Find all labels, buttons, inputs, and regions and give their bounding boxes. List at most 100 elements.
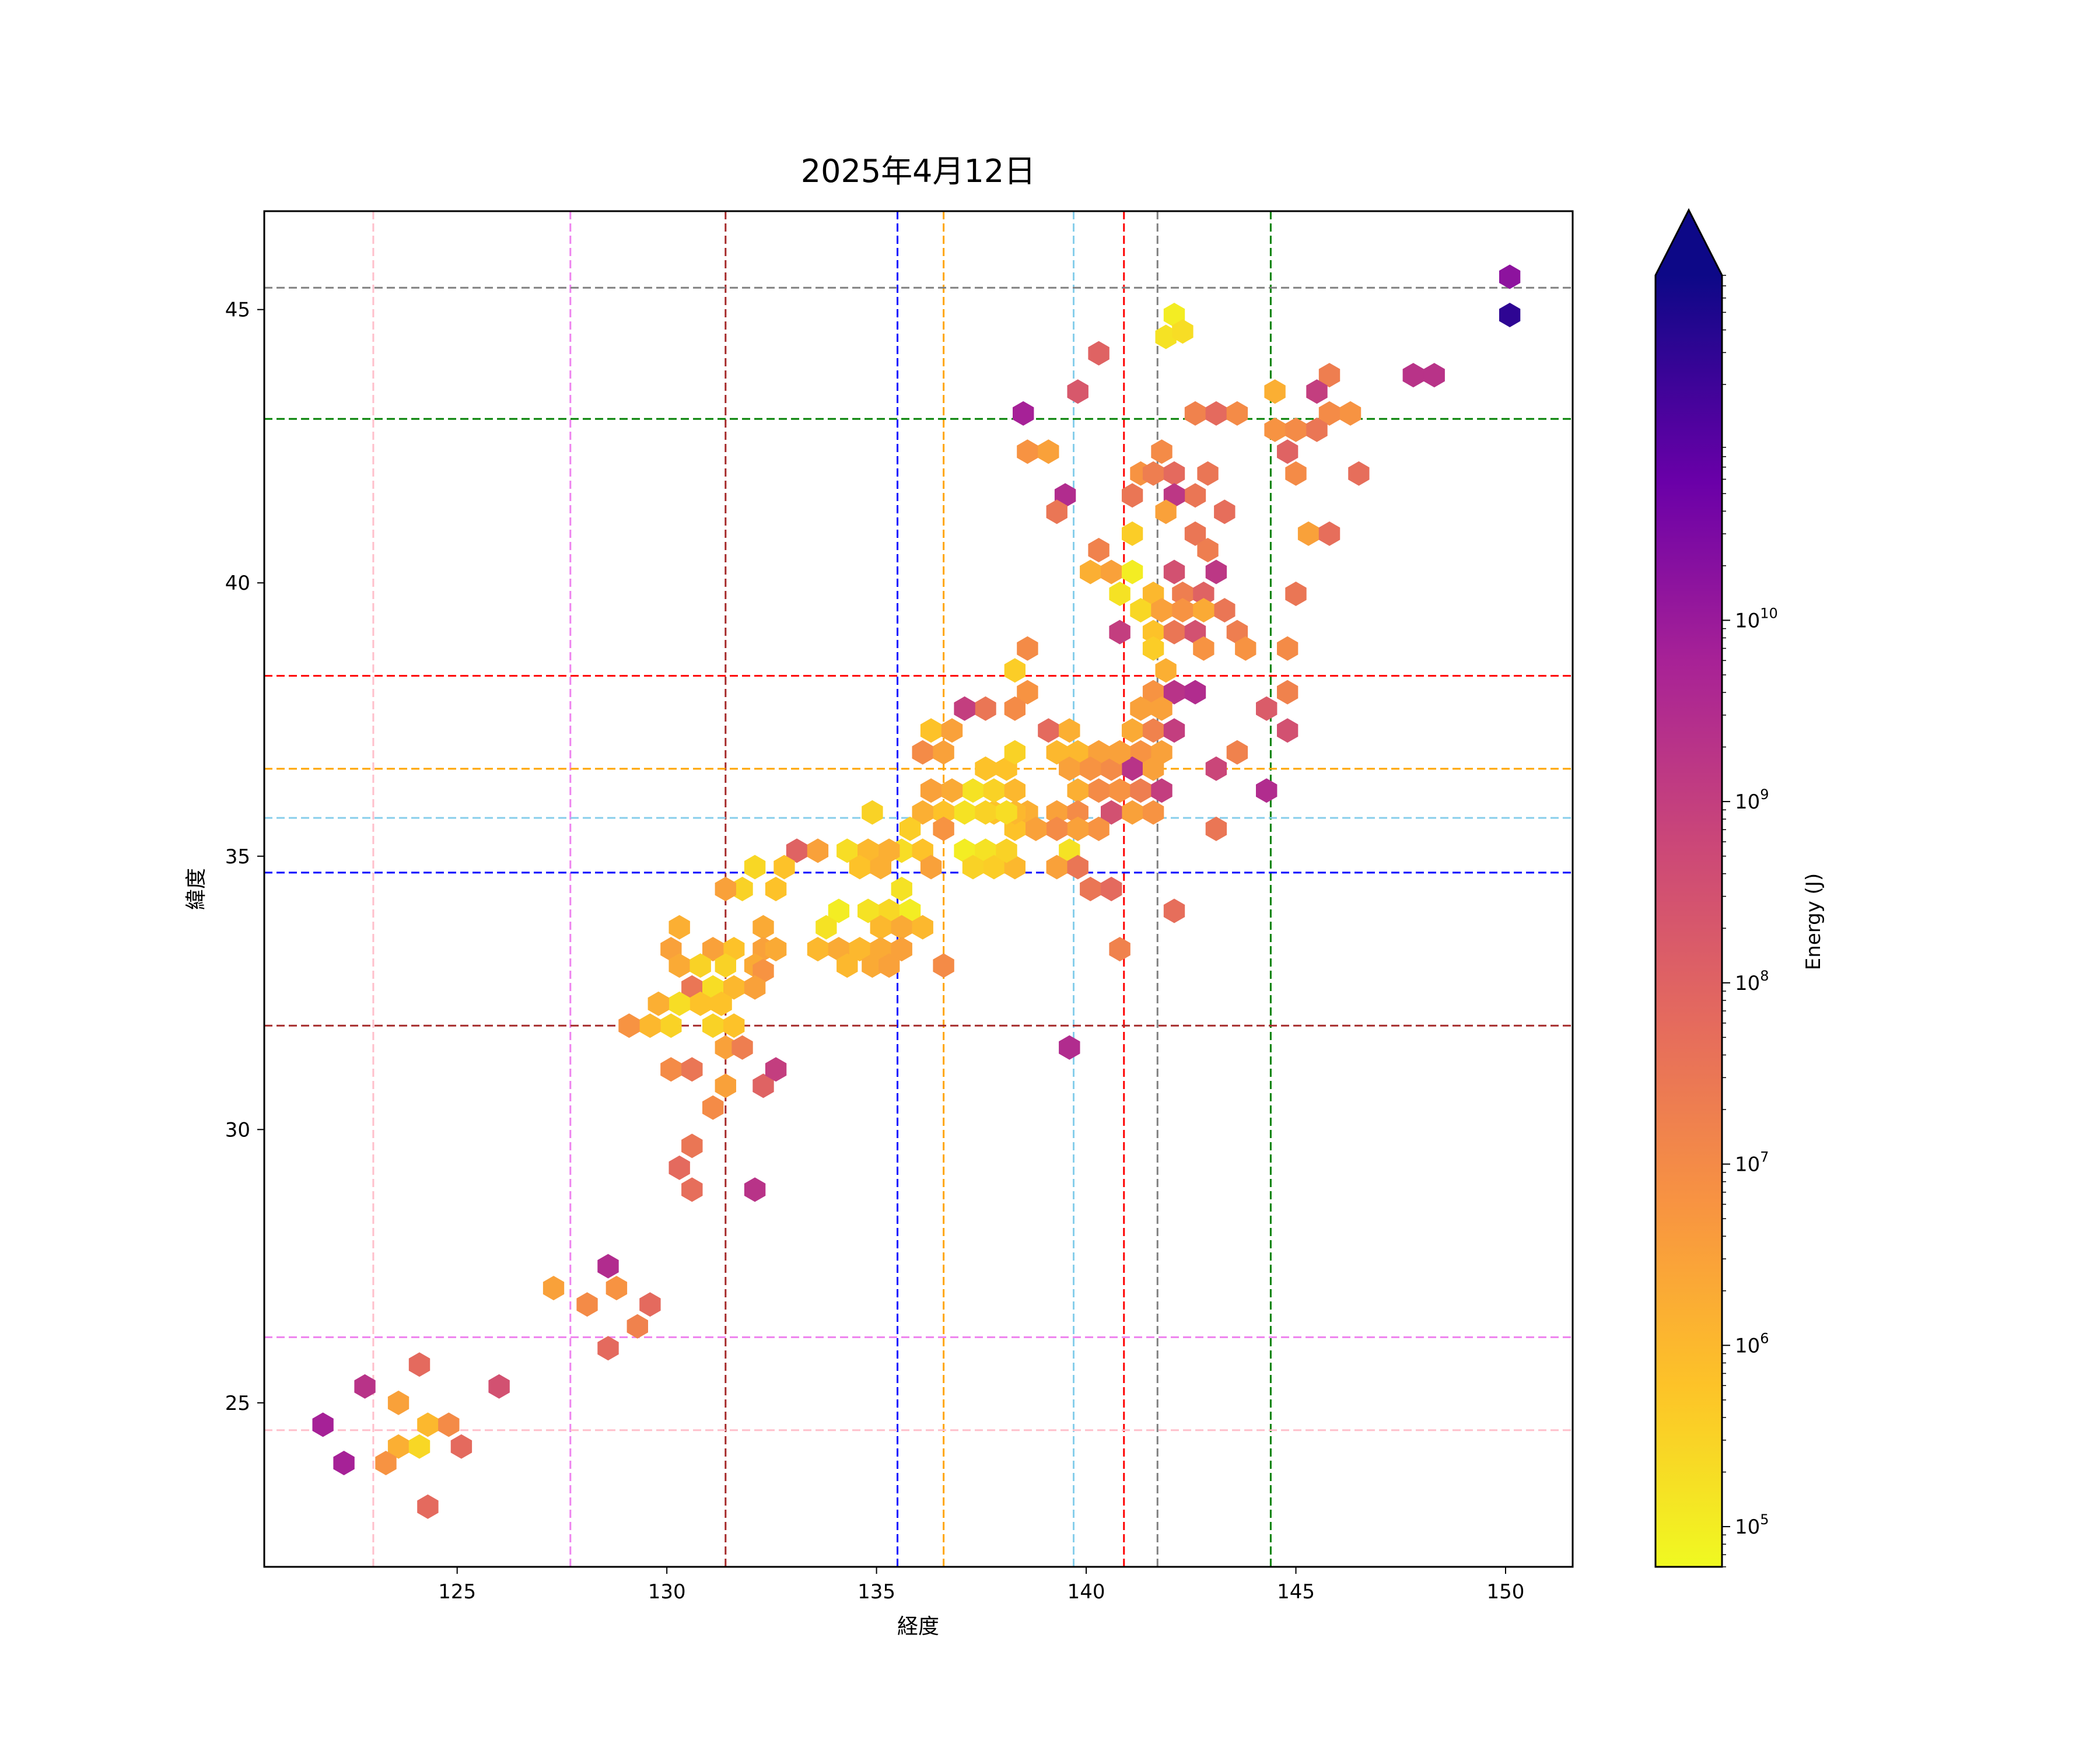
hexbin-cell bbox=[1264, 417, 1286, 442]
hexbin-cell bbox=[1172, 319, 1194, 344]
hexbin-cell bbox=[752, 1073, 774, 1098]
colorbar: 105 106 107 108 109 1010 Energy (J) bbox=[1654, 208, 1825, 1568]
hexbin-cell bbox=[1214, 598, 1236, 623]
hexbin-cell bbox=[732, 1035, 753, 1060]
hexbin-cell bbox=[710, 991, 732, 1016]
hexbin-cell bbox=[954, 800, 975, 825]
x-tick-label: 130 bbox=[648, 1580, 686, 1604]
hexbin-cell bbox=[1163, 718, 1185, 743]
hexbin-cell bbox=[1080, 877, 1101, 901]
hexbin-cell bbox=[983, 855, 1005, 880]
hexbin-cell bbox=[1088, 816, 1110, 841]
colorbar-tick-label: 105 bbox=[1735, 1511, 1769, 1539]
colorbar-tick-label: 106 bbox=[1735, 1330, 1769, 1357]
hexbin-cell bbox=[912, 800, 933, 825]
hexbin-cell bbox=[996, 800, 1017, 825]
hexbin-cell bbox=[408, 1434, 430, 1459]
hexbin-cell bbox=[1264, 379, 1286, 404]
hexbin-cell bbox=[816, 915, 837, 940]
hexbin-cell bbox=[1184, 680, 1206, 705]
hexbin-cell bbox=[1306, 417, 1328, 442]
hexbin-cell bbox=[891, 915, 912, 940]
hexbin-cell bbox=[920, 855, 942, 880]
hexbin-cell bbox=[597, 1336, 619, 1361]
hexbin-cell bbox=[1151, 696, 1172, 721]
hexbin-cell bbox=[1306, 379, 1328, 404]
hexbin-cell bbox=[1197, 538, 1219, 562]
hexbin-cell bbox=[1205, 401, 1227, 426]
hexbin-cell bbox=[715, 877, 736, 901]
hexbin-cell bbox=[836, 953, 858, 978]
hexbin-cell bbox=[668, 915, 690, 940]
hexbin-cell bbox=[920, 778, 942, 803]
hexbin-cell bbox=[1088, 341, 1110, 366]
x-axis-ticks: 125 130 135 140 145 150 bbox=[438, 1567, 1524, 1604]
y-tick-label: 30 bbox=[225, 1118, 250, 1142]
hexbin-cell bbox=[576, 1292, 598, 1317]
hexbin-cell bbox=[933, 800, 954, 825]
hexbin-cell bbox=[744, 855, 766, 880]
hexbin-cell bbox=[1038, 718, 1059, 743]
hexbin-cell bbox=[1163, 461, 1185, 486]
hexbin-cell bbox=[1046, 499, 1068, 524]
hexbin-cell bbox=[387, 1434, 410, 1459]
hexbin-cell bbox=[807, 838, 829, 863]
hexbin-cell bbox=[702, 1013, 724, 1038]
hexbin-cell bbox=[417, 1412, 439, 1437]
hexbin-cell bbox=[1142, 718, 1164, 743]
hexbin-cell bbox=[1285, 582, 1307, 606]
hexbin-cell bbox=[1226, 401, 1248, 426]
hexbin-cell bbox=[862, 953, 883, 978]
hexbin-cell bbox=[933, 816, 954, 841]
hexbin-cell bbox=[1130, 598, 1152, 623]
hexbin-cell bbox=[1172, 582, 1194, 606]
hexbin-cell bbox=[849, 937, 870, 962]
hexbin-cell bbox=[723, 975, 745, 1000]
hexbin-cell bbox=[1285, 417, 1307, 442]
hexbin-cell bbox=[765, 877, 787, 901]
hexbin-cell bbox=[1277, 718, 1298, 743]
hexbin-cell bbox=[1297, 521, 1320, 546]
hexbin-cell bbox=[732, 877, 753, 901]
hexbin-cell bbox=[1080, 756, 1101, 781]
hexbin-cell bbox=[1155, 324, 1177, 349]
hexbin-cell bbox=[870, 915, 891, 940]
hexbin-cell bbox=[752, 915, 774, 940]
hexbin-cell bbox=[1122, 559, 1143, 584]
hexbin-cell bbox=[1067, 778, 1088, 803]
hexbin-cell bbox=[920, 718, 942, 743]
hexbin-cell bbox=[1348, 461, 1370, 486]
hexbin-cell bbox=[354, 1374, 376, 1399]
hexbin-cell bbox=[1109, 937, 1130, 962]
hexbin-cells bbox=[312, 264, 1521, 1519]
hexbin-cell bbox=[1142, 800, 1164, 825]
hexbin-cell bbox=[1142, 756, 1164, 781]
hexbin-cell bbox=[1067, 816, 1088, 841]
hexbin-cell bbox=[1059, 718, 1080, 743]
hexbin-cell bbox=[891, 937, 912, 962]
hexbin-cell bbox=[1423, 363, 1445, 388]
hexbin-cell bbox=[1122, 521, 1143, 546]
reference-lines bbox=[264, 211, 1573, 1567]
y-tick-label: 35 bbox=[225, 845, 250, 869]
hexbin-cell bbox=[1017, 680, 1038, 705]
colorbar-extend-arrow bbox=[1656, 210, 1722, 275]
hexbin-cell bbox=[858, 898, 879, 923]
hexbin-cell bbox=[488, 1374, 510, 1399]
hexbin-cell bbox=[1038, 439, 1059, 464]
colorbar-ticks: 105 106 107 108 109 1010 bbox=[1722, 275, 1778, 1567]
colorbar-tick-label: 107 bbox=[1735, 1149, 1769, 1177]
hexbin-cell bbox=[668, 953, 690, 978]
hexbin-cell bbox=[1004, 778, 1026, 803]
hexbin-cell bbox=[450, 1434, 473, 1459]
hexbin-cell bbox=[1235, 636, 1256, 661]
hexbin-cell bbox=[681, 1057, 703, 1082]
hexbin-cell bbox=[786, 838, 808, 863]
hexbin-cell bbox=[1155, 499, 1177, 524]
hexbin-cell bbox=[1122, 756, 1143, 781]
x-axis-label: 経度 bbox=[897, 1615, 939, 1639]
hexbin-cell bbox=[1226, 740, 1248, 765]
hexbin-cell bbox=[1122, 718, 1143, 743]
hexbin-cell bbox=[849, 855, 870, 880]
hexbin-cell bbox=[862, 800, 883, 825]
